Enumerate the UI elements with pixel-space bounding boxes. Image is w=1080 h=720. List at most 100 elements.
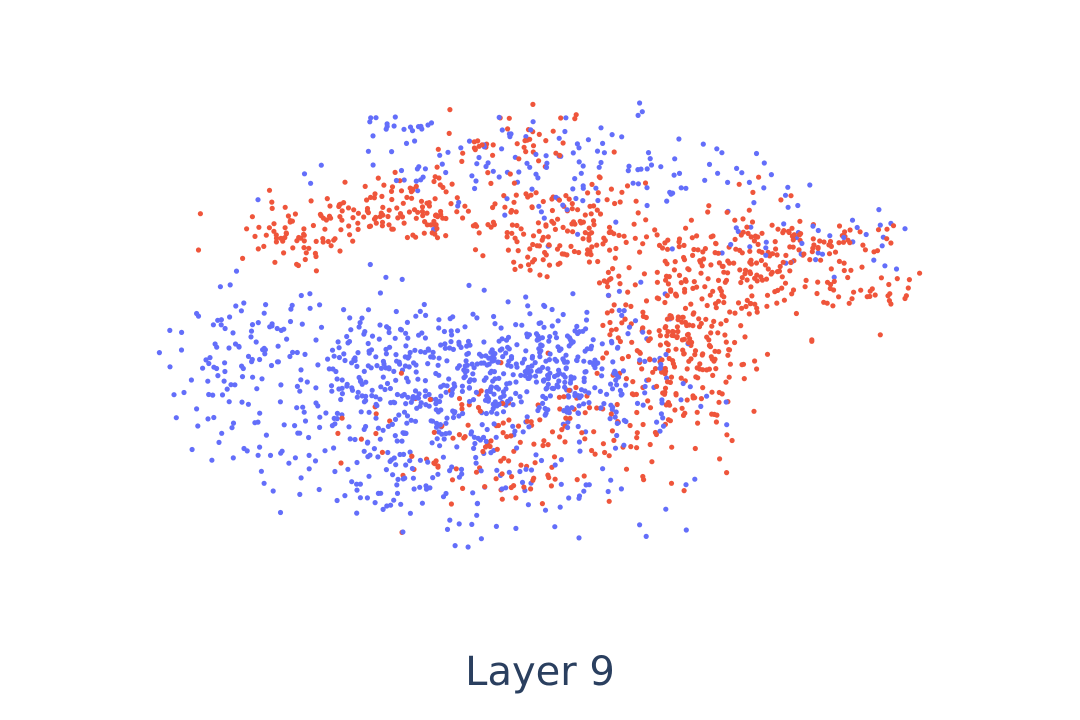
point-series-a [383, 467, 389, 473]
point-series-b [557, 434, 563, 440]
point-series-a [389, 149, 395, 155]
point-series-a [586, 390, 592, 396]
point-series-b [750, 189, 756, 195]
point-series-a [785, 184, 791, 190]
point-series-a [456, 363, 462, 369]
point-series-a [815, 250, 821, 256]
point-series-b [692, 352, 698, 358]
point-series-b [884, 236, 890, 242]
point-series-a [692, 476, 698, 482]
point-series-b [540, 257, 546, 263]
point-series-a [581, 378, 587, 385]
point-series-b [509, 230, 515, 236]
point-series-b [611, 302, 617, 308]
point-series-b [690, 395, 696, 401]
point-series-a [441, 328, 447, 335]
point-series-b [662, 385, 669, 391]
point-series-b [617, 338, 624, 345]
point-series-b [633, 198, 639, 204]
point-series-a [610, 404, 616, 410]
point-series-a [422, 166, 428, 172]
point-series-a [444, 526, 451, 533]
point-series-a [456, 413, 462, 419]
point-series-a [514, 342, 520, 348]
point-series-b [681, 242, 687, 248]
point-series-b [668, 288, 674, 294]
point-series-a [249, 359, 255, 365]
point-series-a [564, 207, 570, 213]
point-series-b [371, 195, 377, 201]
point-series-b [704, 334, 710, 340]
point-series-a [547, 393, 554, 399]
point-series-a [725, 179, 731, 185]
point-series-a [454, 444, 460, 450]
point-series-b [748, 234, 754, 240]
point-series-b [641, 271, 648, 277]
point-series-b [424, 210, 430, 216]
point-series-b [634, 430, 640, 436]
point-series-b [643, 234, 650, 240]
point-series-a [298, 377, 304, 383]
point-series-a [536, 203, 542, 209]
point-series-a [471, 434, 477, 440]
point-series-b [778, 197, 784, 203]
point-series-b [546, 262, 553, 268]
point-series-a [625, 168, 631, 174]
point-series-a [639, 109, 645, 115]
point-series-b [607, 247, 613, 253]
point-series-b [509, 222, 515, 228]
point-series-b [694, 409, 700, 415]
point-series-b [790, 287, 797, 293]
point-series-b [594, 207, 600, 213]
point-series-a [437, 152, 443, 158]
point-series-a [368, 115, 374, 121]
point-series-b [611, 149, 617, 155]
point-series-a [405, 379, 411, 385]
point-series-a [375, 490, 381, 496]
point-series-b [727, 309, 733, 315]
point-series-b [683, 278, 689, 284]
point-series-a [496, 114, 502, 120]
point-series-b [407, 185, 413, 191]
point-series-a [381, 361, 387, 367]
point-series-a [226, 399, 232, 405]
point-series-a [292, 455, 298, 461]
point-series-a [598, 159, 604, 166]
point-series-a [607, 416, 613, 422]
point-series-a [555, 344, 561, 350]
point-series-a [436, 355, 442, 361]
point-series-a [882, 263, 888, 269]
point-series-a [387, 385, 393, 392]
point-series-a [573, 195, 579, 202]
point-series-b [797, 218, 803, 224]
point-series-b [434, 164, 440, 170]
point-series-b [661, 391, 668, 397]
point-series-b [632, 282, 638, 288]
point-series-b [665, 329, 671, 335]
point-series-b [702, 246, 709, 252]
point-series-b [604, 310, 611, 316]
point-series-b [591, 429, 597, 435]
point-series-b [692, 348, 699, 354]
point-series-b [774, 269, 781, 275]
point-series-b [764, 292, 771, 298]
point-series-b [652, 366, 659, 372]
point-series-b [713, 419, 720, 425]
point-series-b [821, 299, 827, 305]
point-series-b [339, 415, 345, 421]
point-series-b [490, 219, 496, 225]
point-series-b [323, 217, 329, 223]
point-series-a [642, 358, 648, 364]
point-series-b [530, 477, 536, 483]
point-series-a [538, 320, 544, 326]
point-series-a [608, 477, 614, 483]
point-series-a [262, 351, 268, 357]
point-series-a [412, 138, 418, 144]
point-series-b [777, 263, 783, 270]
point-series-b [616, 273, 622, 279]
point-series-a [566, 495, 572, 501]
point-series-a [505, 299, 511, 305]
point-series-b [662, 299, 668, 306]
point-series-a [704, 393, 710, 399]
point-series-b [313, 268, 319, 274]
